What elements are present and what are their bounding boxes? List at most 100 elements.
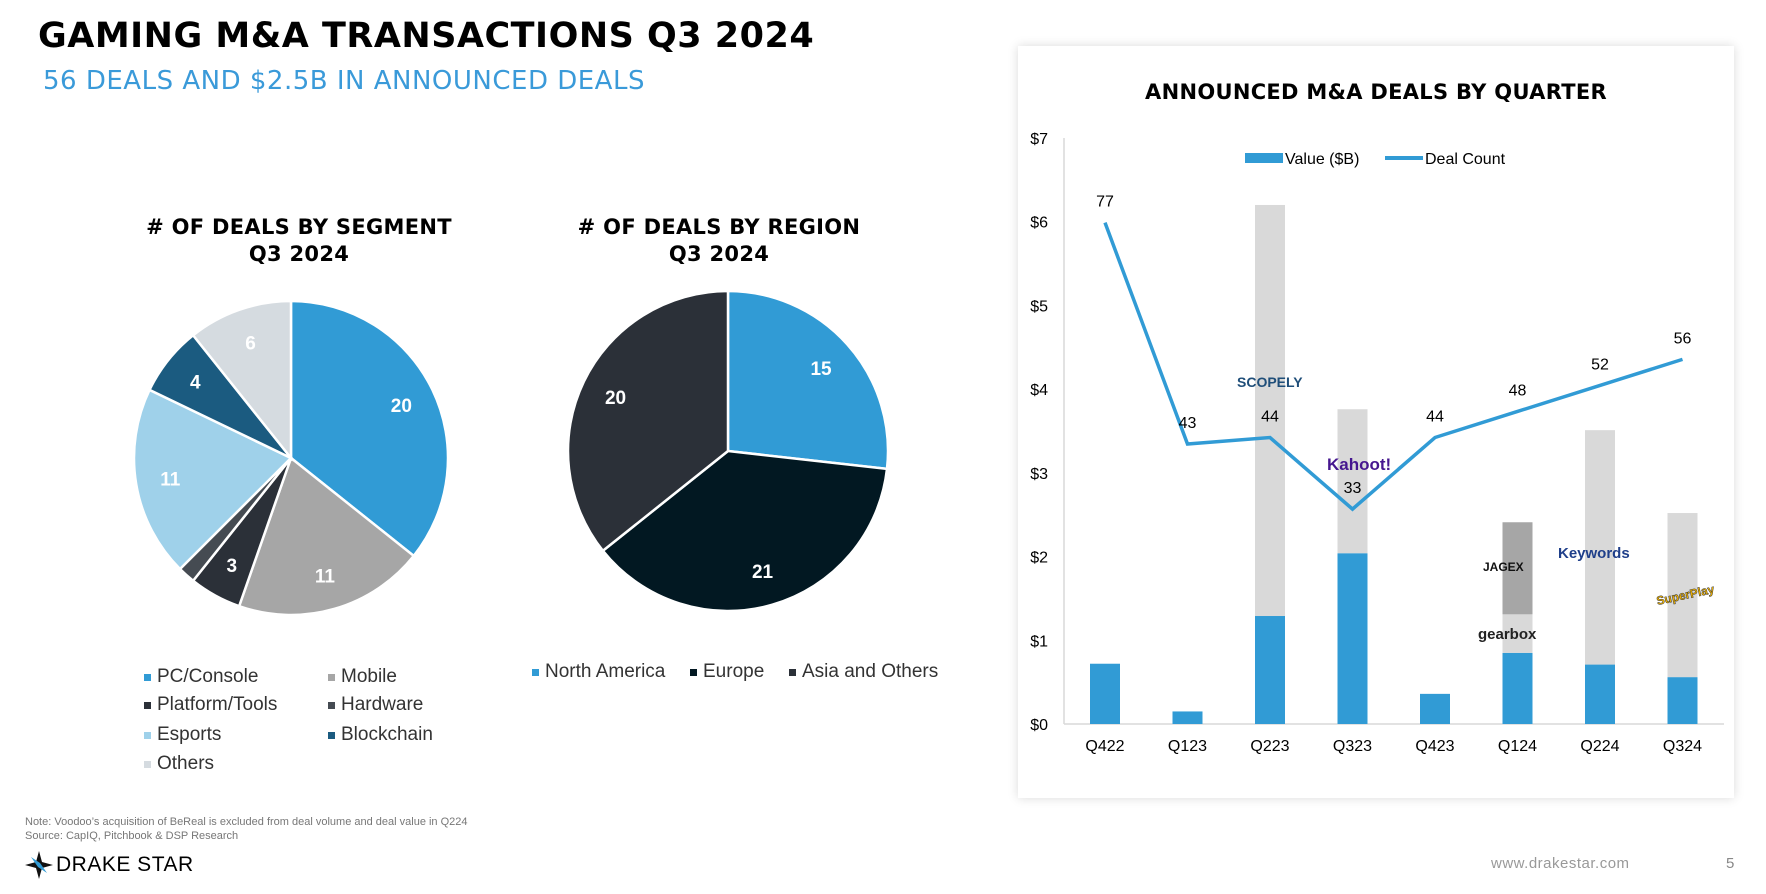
legend-item: Esports	[144, 724, 221, 746]
logo-jagex: JAGEX	[1483, 560, 1524, 574]
value-bar-stack	[1502, 522, 1533, 615]
region-pie-title-line1: # OF DEALS BY REGION	[577, 215, 861, 239]
value-bar	[1255, 616, 1285, 724]
legend-swatch	[328, 701, 335, 709]
y-tick-label: $1	[1030, 633, 1048, 650]
legend-swatch	[532, 668, 539, 676]
footer-source: Source: CapIQ, Pitchbook & DSP Research	[25, 830, 239, 842]
legend-swatch	[328, 673, 335, 681]
legend-swatch	[328, 731, 335, 739]
segment-pie-title-line1: # OF DEALS BY SEGMENT	[146, 215, 452, 239]
y-tick-label: $2	[1030, 550, 1048, 567]
logo-text: DRAKE STAR	[56, 853, 194, 876]
legend-label: Esports	[157, 724, 222, 745]
value-bar-stack	[1502, 614, 1533, 653]
legend-label: Platform/Tools	[157, 694, 278, 715]
value-bar-stack	[1667, 513, 1698, 678]
x-tick-label: Q423	[1415, 738, 1454, 755]
pie-slice-europe	[601, 449, 889, 613]
x-tick-label: Q223	[1250, 738, 1289, 755]
value-bar	[1420, 693, 1450, 724]
legend-item: Asia and Others	[789, 661, 938, 683]
legend-swatch	[144, 701, 151, 709]
pie-data-label: 11	[315, 567, 336, 588]
footer-note: Note: Voodoo’s acquisition of BeReal is …	[25, 816, 468, 828]
segment-pie-title-line2: Q3 2024	[248, 242, 350, 266]
legend-item: Others	[144, 753, 214, 775]
pie-slice-mobile	[237, 455, 416, 617]
value-bar	[1090, 663, 1120, 724]
legend-label-deal-count: Deal Count	[1425, 151, 1506, 168]
legend-label: Asia and Others	[802, 661, 939, 682]
pie-slice-others	[191, 299, 293, 462]
x-tick-label: Q124	[1498, 738, 1537, 755]
page-subtitle: 56 DEALS AND $2.5B IN ANNOUNCED DEALS	[43, 66, 645, 96]
value-bar	[1585, 664, 1615, 724]
pie-data-label: 20	[391, 396, 412, 417]
deal-count-label: 77	[1096, 194, 1114, 211]
legend-swatch	[144, 731, 151, 739]
y-tick-label: $0	[1030, 717, 1048, 734]
logo-kahoot: Kahoot!	[1327, 455, 1392, 474]
region-pie-title: # OF DEALS BY REGION Q3 2024	[529, 214, 909, 268]
website-link[interactable]: www.drakestar.com	[1491, 855, 1630, 872]
y-tick-label: $3	[1030, 466, 1048, 483]
value-bar-stack	[1255, 204, 1285, 617]
logo-keywords: Keywords	[1558, 545, 1630, 562]
star-icon	[25, 851, 53, 879]
legend-item: Mobile	[328, 666, 397, 688]
legend-item: Platform/Tools	[144, 694, 277, 716]
pie-charts: 20 11 3 11 4 6 15 21 20	[132, 289, 890, 617]
value-bar	[1502, 652, 1533, 724]
legend-swatch-value	[1245, 153, 1283, 163]
logo-scopely: SCOPELY	[1237, 374, 1303, 390]
logo-gearbox: gearbox	[1478, 626, 1537, 643]
y-tick-label: $7	[1030, 131, 1048, 148]
legend-item: North America	[532, 661, 665, 683]
y-tick-label: $6	[1030, 215, 1048, 232]
pie-data-label: 11	[160, 470, 181, 491]
segment-pie-title: # OF DEALS BY SEGMENT Q3 2024	[109, 214, 489, 268]
pie-data-label: 21	[752, 562, 774, 583]
value-bar	[1667, 677, 1698, 724]
legend-item: Europe	[690, 661, 764, 683]
deal-count-label: 43	[1179, 415, 1197, 432]
pie-data-label: 4	[190, 373, 201, 394]
legend-label: Mobile	[341, 666, 397, 687]
x-tick-label: Q323	[1333, 738, 1372, 755]
x-tick-label: Q324	[1663, 738, 1702, 755]
deal-count-label: 56	[1674, 330, 1692, 347]
legend-label-value: Value ($B)	[1285, 151, 1359, 168]
legend-label: Others	[157, 753, 215, 774]
legend-item: Blockchain	[328, 724, 433, 746]
legend-item: Hardware	[328, 694, 423, 716]
drake-star-logo: DRAKE STAR	[25, 851, 194, 879]
value-bar	[1337, 553, 1368, 724]
deal-count-label: 44	[1426, 409, 1444, 426]
y-tick-label: $5	[1030, 298, 1048, 315]
legend-swatch	[144, 760, 151, 768]
deal-count-label: 33	[1344, 480, 1362, 497]
pie-data-label: 15	[810, 359, 832, 380]
legend-swatch	[690, 668, 697, 676]
legend-label: Blockchain	[341, 724, 433, 745]
y-tick-label: $4	[1030, 382, 1048, 399]
x-tick-label: Q123	[1168, 738, 1207, 755]
legend-item: PC/Console	[144, 666, 258, 688]
bar-chart-title: ANNOUNCED M&A DEALS BY QUARTER	[1145, 80, 1607, 104]
legend-label: Hardware	[341, 694, 424, 715]
deal-count-label: 52	[1591, 356, 1609, 373]
pie-slice-asia-and-others	[566, 289, 730, 553]
legend-swatch	[789, 668, 796, 676]
legend-label: PC/Console	[157, 666, 259, 687]
x-tick-label: Q224	[1580, 738, 1619, 755]
pie-data-label: 3	[226, 556, 237, 577]
pie-slice-esports	[132, 388, 294, 571]
page-title: GAMING M&A TRANSACTIONS Q3 2024	[38, 16, 815, 56]
deal-count-label: 44	[1261, 409, 1279, 426]
region-pie-title-line2: Q3 2024	[668, 242, 770, 266]
legend-label: Europe	[703, 661, 765, 682]
value-bar-stack	[1585, 430, 1615, 665]
pie-slice-north-america	[726, 289, 890, 471]
